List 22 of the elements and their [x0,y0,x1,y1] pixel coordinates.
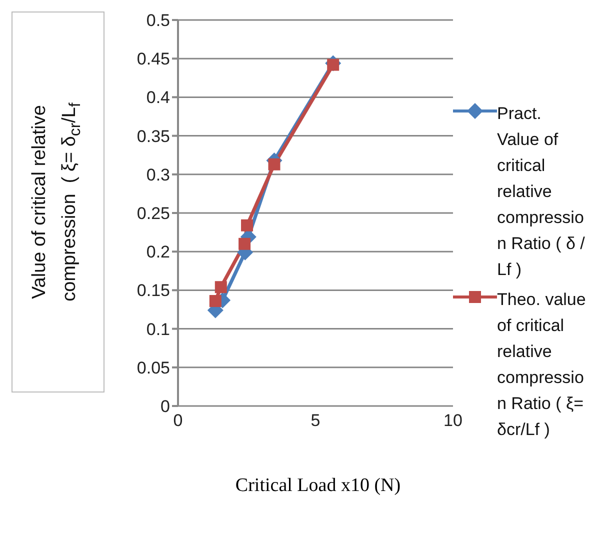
y-tick-label: 0.4 [146,88,170,108]
legend-label: Theo. value of critical relative compression Ratio ( ξ= δcr/Lf ) [497,289,587,441]
point [214,281,227,294]
legend-label: Pract. Value of critical relative compression Ratio ( δ / Lf ) [497,103,586,281]
x-tick-label: 0 [173,411,183,430]
y-tick-label: 0.05 [136,358,170,378]
y-tick-label: 0.15 [136,281,170,300]
point [209,295,222,308]
y-tick-label: 0.35 [136,126,170,146]
x-axis-title: Critical Load x10 (N) [234,474,402,498]
x-tick-label: 10 [444,411,462,430]
point [238,238,251,250]
y-tick-label: 0.5 [146,11,170,30]
point [268,158,280,170]
y-tick-label: 0.2 [146,242,170,262]
y-tick-label: 0.3 [146,165,170,184]
y-tick-label: 0.1 [146,320,170,339]
y-tick-label: 0.45 [136,50,170,69]
x-tick-label: 5 [310,411,320,430]
y-tick-label: 0 [160,397,170,416]
y-tick-label: 0.25 [136,204,170,224]
point [241,219,254,232]
